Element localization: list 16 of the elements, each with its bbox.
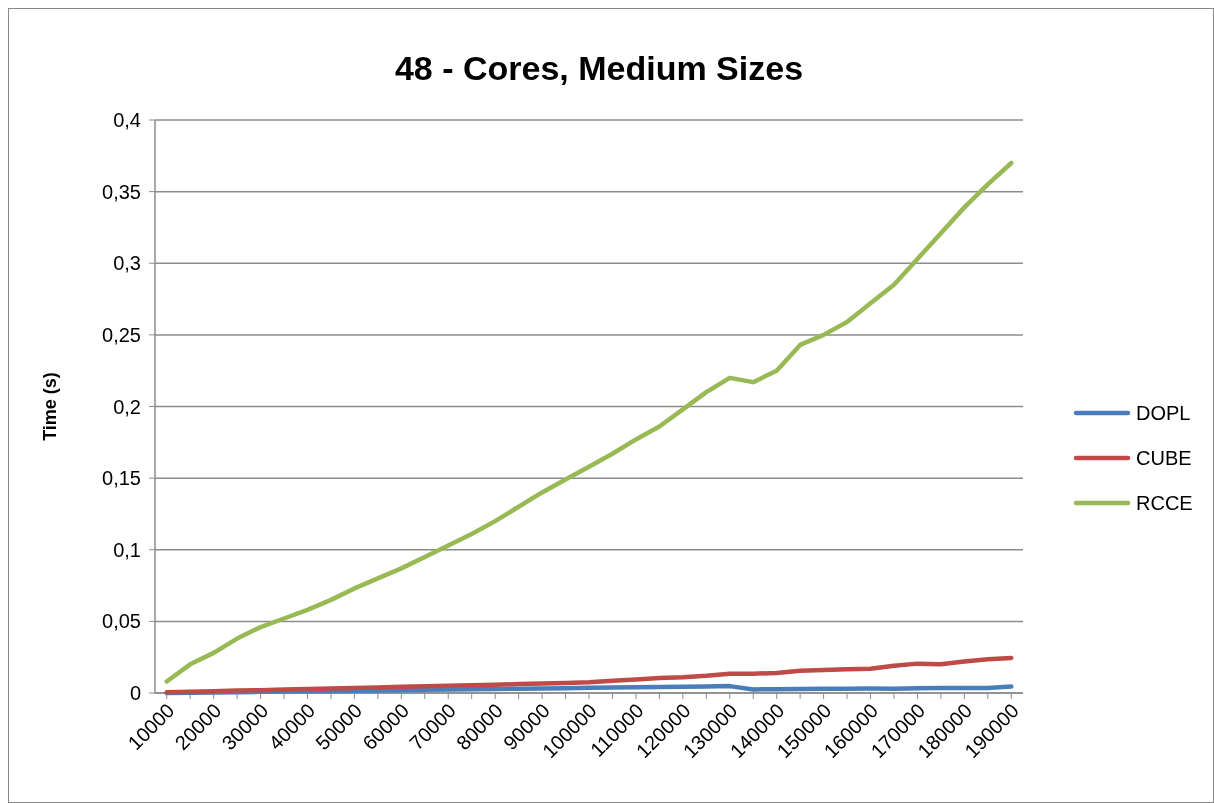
y-axis-title: Time (s) bbox=[40, 372, 60, 441]
chart-title: 48 - Cores, Medium Sizes bbox=[394, 49, 804, 87]
y-tick-label: 0,25 bbox=[102, 323, 141, 346]
y-tick-label: 0,15 bbox=[102, 467, 141, 490]
y-tick-label: 0 bbox=[129, 682, 141, 704]
line-series bbox=[164, 655, 1014, 695]
y-tick-label: 0,2 bbox=[113, 395, 141, 418]
legend-label: CUBE bbox=[1136, 447, 1192, 469]
line-series bbox=[164, 160, 1014, 684]
y-tick-label: 0,4 bbox=[113, 109, 141, 131]
y-tick-label: 0,1 bbox=[113, 538, 141, 561]
y-tick-label: 0,35 bbox=[102, 180, 141, 203]
y-tick-label: 0,3 bbox=[113, 252, 141, 275]
y-tick-label: 0,05 bbox=[102, 610, 141, 633]
legend-label: DOPL bbox=[1136, 402, 1191, 424]
legend-label: RCCE bbox=[1136, 492, 1193, 514]
